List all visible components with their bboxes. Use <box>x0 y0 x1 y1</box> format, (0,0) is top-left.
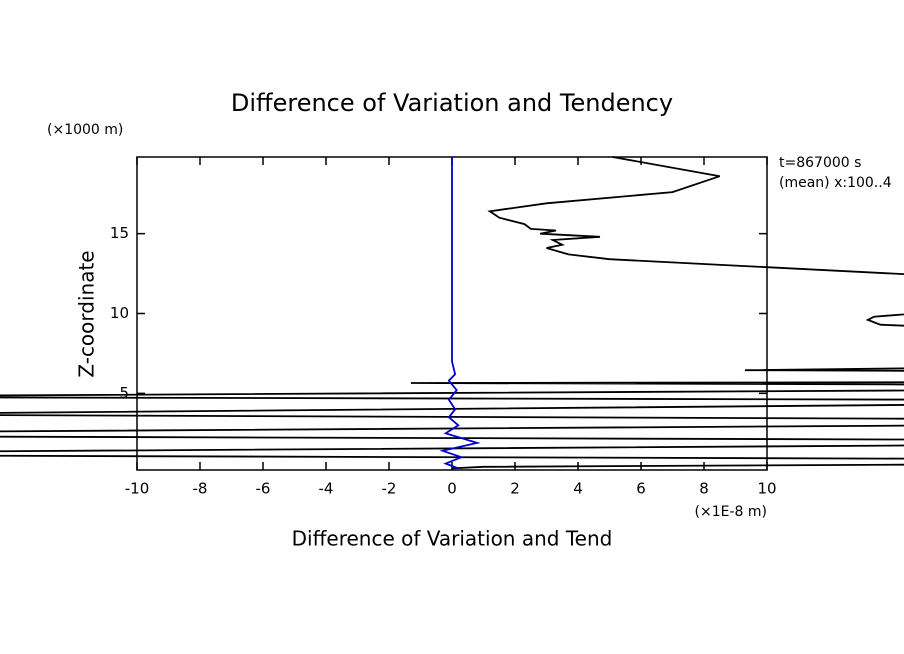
y-unit: (×1000 m) <box>47 122 123 138</box>
y-tick-label: 15 <box>110 224 129 242</box>
y-tick-label: 5 <box>119 384 129 402</box>
x-tick-label: 10 <box>757 480 776 498</box>
x-tick-label: 6 <box>636 480 646 498</box>
x-tick-label: -6 <box>256 480 271 498</box>
data-line <box>439 157 481 470</box>
x-tick-label: 2 <box>510 480 520 498</box>
y-axis-label: Z-coordinate <box>75 250 99 377</box>
annotation: t=867000 s <box>779 155 861 171</box>
chart-title: Difference of Variation and Tendency <box>231 89 673 117</box>
x-tick-label: 8 <box>699 480 709 498</box>
x-tick-label: -4 <box>319 480 334 498</box>
x-tick-label: -10 <box>125 480 150 498</box>
x-tick-label: -2 <box>382 480 397 498</box>
y-tick-label: 10 <box>110 304 129 322</box>
x-axis-label: Difference of Variation and Tend <box>292 527 613 551</box>
x-unit: (×1E-8 m) <box>695 504 767 520</box>
data-line <box>0 156 904 470</box>
x-tick-label: 4 <box>573 480 583 498</box>
x-tick-label: -8 <box>193 480 208 498</box>
x-tick-label: 0 <box>447 480 457 498</box>
annotation: (mean) x:100..4 <box>779 175 892 191</box>
